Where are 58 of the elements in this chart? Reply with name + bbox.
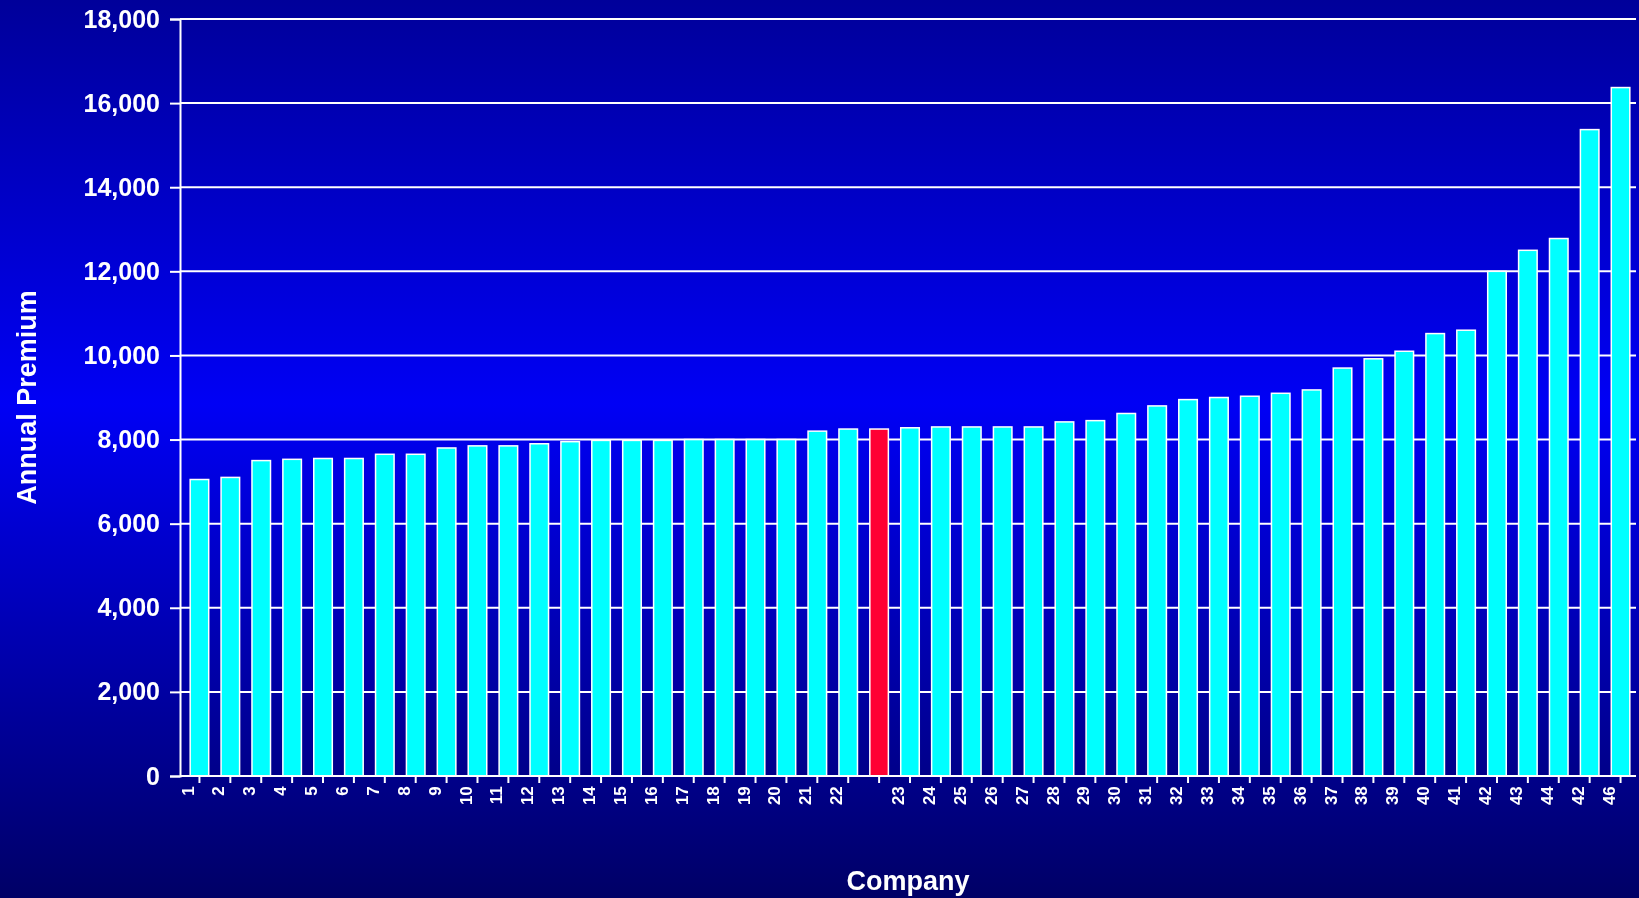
x-axis-title: Company xyxy=(846,866,970,896)
x-tick-label: 36 xyxy=(1290,786,1310,806)
x-tick-label: 4 xyxy=(271,785,291,796)
x-tick-label: 28 xyxy=(1043,786,1063,806)
x-tick-label: 42 xyxy=(1568,786,1588,806)
y-tick-label: 18,000 xyxy=(83,4,160,33)
x-tick-label: 33 xyxy=(1197,786,1217,806)
x-tick-label: 37 xyxy=(1321,786,1341,806)
x-tick-label: 23 xyxy=(889,786,909,806)
x-tick-label: 3 xyxy=(240,786,260,796)
x-tick-label: 31 xyxy=(1136,786,1156,806)
x-tick-label: 10 xyxy=(456,786,476,806)
x-tick-label: 15 xyxy=(611,786,631,806)
x-tick-label: 6 xyxy=(332,786,352,796)
x-tick-label: 38 xyxy=(1352,786,1372,806)
y-tick-label: 4,000 xyxy=(97,593,160,622)
y-tick-label: 14,000 xyxy=(83,172,160,201)
x-tick-label: 19 xyxy=(734,786,754,806)
y-tick-label: 8,000 xyxy=(97,425,160,454)
x-tick-label: 5 xyxy=(302,786,322,796)
x-tick-label: 21 xyxy=(796,786,816,806)
x-tick-label: 18 xyxy=(703,786,723,806)
x-tick-label: 20 xyxy=(765,786,785,806)
x-tick-label: 25 xyxy=(950,786,970,806)
x-tick-label: 24 xyxy=(919,785,939,806)
x-tick-label: 9 xyxy=(425,786,445,796)
y-axis-title: Annual Premium xyxy=(12,290,42,505)
x-tick-label: 13 xyxy=(549,786,569,806)
x-tick-label: 2 xyxy=(209,786,229,796)
y-tick-label: 12,000 xyxy=(83,256,160,285)
x-tick-label: 35 xyxy=(1259,786,1279,806)
x-tick-label: 46 xyxy=(1599,786,1619,806)
x-tick-label: 29 xyxy=(1074,786,1094,806)
x-tick-label: 16 xyxy=(641,786,661,806)
x-tick-label: 30 xyxy=(1105,786,1125,806)
x-tick-label: 14 xyxy=(580,785,600,806)
y-tick-label: 16,000 xyxy=(83,88,160,117)
x-tick-label: 40 xyxy=(1414,786,1434,806)
y-tick-label: 6,000 xyxy=(97,509,160,538)
x-tick-label: 27 xyxy=(1012,786,1032,806)
x-tick-label: 32 xyxy=(1167,786,1187,806)
x-tick-label: 8 xyxy=(394,786,414,796)
x-tick-label: 43 xyxy=(1506,786,1526,806)
x-tick-label: 39 xyxy=(1383,786,1403,806)
x-tick-label: 11 xyxy=(487,786,507,805)
x-tick-label: 44 xyxy=(1537,785,1557,806)
x-tick-label: 12 xyxy=(518,786,538,806)
x-tick-label: 1 xyxy=(178,786,198,796)
x-tick-label: 7 xyxy=(363,786,383,796)
x-tick-label: 41 xyxy=(1445,786,1465,806)
y-tick-label: 10,000 xyxy=(83,340,160,369)
x-tick-label: 22 xyxy=(827,786,847,806)
y-tick-label: 0 xyxy=(146,761,160,790)
x-tick-label: 42 xyxy=(1476,786,1496,806)
x-tick-label: 17 xyxy=(672,786,692,806)
y-tick-label: 2,000 xyxy=(97,677,160,706)
x-tick-label: 34 xyxy=(1228,785,1248,806)
x-tick-label: 26 xyxy=(981,786,1001,806)
